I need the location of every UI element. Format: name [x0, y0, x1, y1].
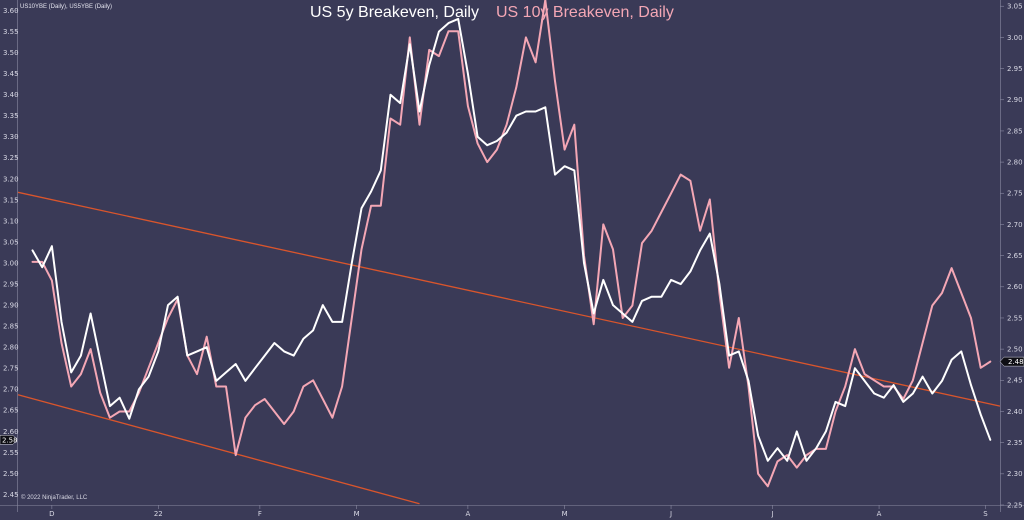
- right-tick-label: 2.40: [1007, 408, 1023, 416]
- left-tick-label: 3.60: [3, 7, 19, 15]
- right-axis-ticks: 2.25 2.30 2.35 2.40 2.45 2.50 2.55 2.60 2.65 2.70…: [1000, 3, 1023, 509]
- trendlines: [17, 191, 1001, 505]
- series-lines: [31, 0, 992, 488]
- left-tick-label: 2.65: [3, 407, 19, 415]
- left-last-value-label: 2.58: [2, 436, 18, 444]
- left-tick-label: 3.50: [3, 49, 19, 57]
- right-tick-label: 2.45: [1007, 377, 1023, 385]
- title-us10y: US 10y Breakeven, Daily: [496, 4, 674, 21]
- left-tick-label: 2.45: [3, 491, 19, 499]
- x-tick-label: M: [562, 510, 568, 518]
- left-tick-label: 3.40: [3, 91, 19, 99]
- left-tick-label: 3.55: [3, 28, 19, 36]
- right-tick-label: 3.00: [1007, 34, 1023, 42]
- right-last-value-label: 2.48: [1008, 358, 1024, 366]
- left-tick-label: 2.80: [3, 344, 19, 352]
- trendline: [17, 394, 420, 505]
- left-tick-label: 3.05: [3, 238, 19, 246]
- title-us5y: US 5y Breakeven, Daily: [310, 4, 479, 21]
- x-tick-label: J: [669, 510, 672, 518]
- x-tick-label: F: [258, 510, 262, 518]
- left-tick-label: 3.30: [3, 133, 19, 141]
- right-tick-label: 2.85: [1007, 127, 1023, 135]
- left-tick-label: 3.25: [3, 154, 19, 162]
- left-tick-label: 3.35: [3, 112, 19, 120]
- right-tick-label: 2.25: [1007, 501, 1023, 509]
- left-tick-label: 2.70: [3, 386, 19, 394]
- x-tick-label: A: [877, 510, 882, 518]
- left-last-value-marker: [0, 435, 18, 445]
- right-tick-label: 3.05: [1007, 3, 1023, 11]
- x-tick-label: D: [49, 510, 54, 518]
- instrument-header: US10YBE (Daily), US5YBE (Daily): [20, 4, 112, 10]
- right-tick-label: 2.55: [1007, 314, 1023, 322]
- x-axis-ticks: D 22 F M A M J J A S: [49, 505, 988, 518]
- left-tick-label: 2.85: [3, 323, 19, 331]
- copyright-text: © 2022 NinjaTrader, LLC: [21, 494, 88, 501]
- x-tick-label: S: [983, 510, 988, 518]
- right-tick-label: 2.30: [1007, 470, 1023, 478]
- left-tick-label: 2.50: [3, 470, 19, 478]
- left-tick-label: 3.45: [3, 70, 19, 78]
- right-tick-label: 2.95: [1007, 65, 1023, 73]
- right-tick-label: 2.75: [1007, 190, 1023, 198]
- left-tick-label: 2.55: [3, 449, 19, 457]
- right-last-value-marker: [999, 356, 1024, 367]
- right-tick-label: 2.90: [1007, 96, 1023, 104]
- right-tick-label: 2.50: [1007, 346, 1023, 354]
- right-tick-label: 2.60: [1007, 283, 1023, 291]
- left-tick-label: 2.75: [3, 365, 19, 373]
- right-tick-label: 2.65: [1007, 252, 1023, 260]
- x-tick-label: J: [771, 510, 774, 518]
- left-tick-label: 3.15: [3, 196, 19, 204]
- left-tick-label: 2.95: [3, 280, 19, 288]
- trendline: [17, 191, 1001, 407]
- last-value-markers: 2.58 2.48: [0, 356, 1024, 445]
- x-tick-label: 22: [154, 510, 163, 518]
- x-tick-label: M: [354, 510, 360, 518]
- right-tick-label: 2.70: [1007, 221, 1023, 229]
- left-axis-ticks: 2.45 2.50 2.55 2.60 2.65 2.70 2.75 2.80 2.85 2.90…: [3, 7, 19, 499]
- series-line-us5y: [31, 17, 992, 462]
- series-line-us10y: [31, 0, 992, 488]
- left-tick-label: 2.90: [3, 302, 19, 310]
- left-tick-label: 3.00: [3, 259, 19, 267]
- right-tick-label: 2.35: [1007, 439, 1023, 447]
- left-tick-label: 3.20: [3, 175, 19, 183]
- right-tick-label: 2.80: [1007, 158, 1023, 166]
- left-tick-label: 2.60: [3, 428, 19, 436]
- x-tick-label: A: [465, 510, 470, 518]
- left-tick-label: 3.10: [3, 217, 19, 225]
